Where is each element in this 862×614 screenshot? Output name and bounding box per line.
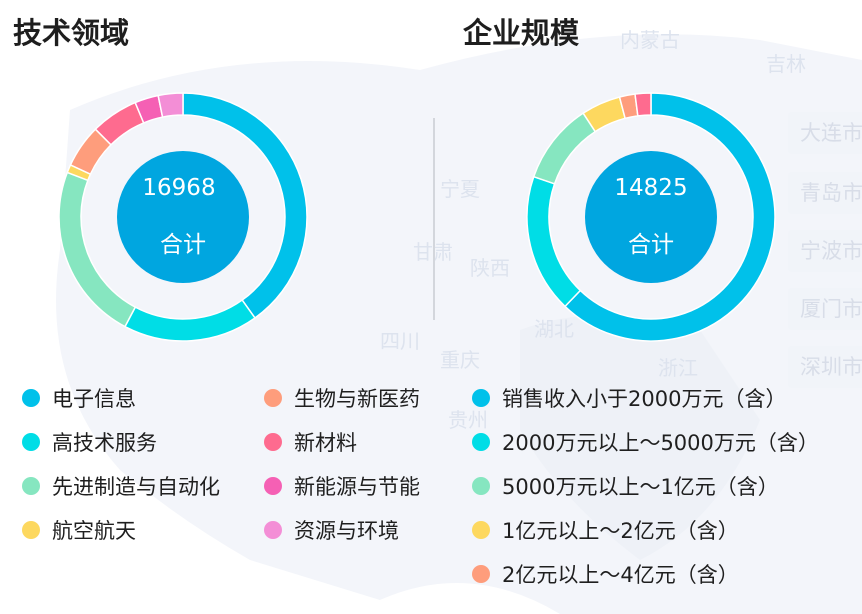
chart-divider <box>433 118 435 320</box>
legend-dot <box>264 477 282 495</box>
legend-item[interactable]: 2亿元以上～4亿元（含） <box>472 552 819 596</box>
donut-center <box>585 151 717 283</box>
legend-item[interactable]: 资源与环境 <box>264 508 420 552</box>
legend-dot <box>472 433 490 451</box>
map-label: 浙江 <box>658 356 698 380</box>
legend-item[interactable]: 5000万元以上～1亿元（含） <box>472 464 819 508</box>
donut-total: 16968 <box>142 175 215 201</box>
legend-label: 高技术服务 <box>52 431 157 455</box>
scale-donut-chart: 14825 合计 <box>526 92 776 342</box>
legend-item[interactable]: 航空航天 <box>22 508 220 552</box>
map-label: 宁夏 <box>440 177 480 201</box>
donut-total-label: 合计 <box>628 232 674 258</box>
legend-item[interactable]: 高技术服务 <box>22 420 220 464</box>
legend-label: 2亿元以上～4亿元（含） <box>502 563 739 587</box>
donut-slice-5000万元以上～1亿元（含）[interactable] <box>532 112 597 185</box>
legend-item[interactable]: 1亿元以上～2亿元（含） <box>472 508 819 552</box>
donut-slice-4亿元以上[interactable] <box>634 92 652 117</box>
legend-item[interactable]: 新能源与节能 <box>264 464 420 508</box>
map-label: 贵州 <box>448 408 488 432</box>
legend-dot <box>22 521 40 539</box>
legend-item[interactable]: 销售收入小于2000万元（含） <box>472 376 819 420</box>
donut-slice-高技术服务[interactable] <box>123 299 256 342</box>
donut-slice-2000万元以上～5000万元（含）[interactable] <box>526 175 582 308</box>
legend-item[interactable]: 电子信息 <box>22 376 220 420</box>
legend-item[interactable]: 2000万元以上～5000万元（含） <box>472 420 819 464</box>
legend-label: 1亿元以上～2亿元（含） <box>502 519 739 543</box>
legend-label: 生物与新医药 <box>294 387 420 411</box>
legend-item[interactable]: 新材料 <box>264 420 420 464</box>
legend-label: 资源与环境 <box>294 519 399 543</box>
legend-dot <box>472 477 490 495</box>
legend-label: 5000万元以上～1亿元（含） <box>502 475 779 499</box>
chart-title-tech: 技术领域 <box>13 16 130 50</box>
legend-dot <box>472 521 490 539</box>
donut-slice-资源与环境[interactable] <box>157 92 184 118</box>
legend-dot <box>264 521 282 539</box>
legend-label: 销售收入小于2000万元（含） <box>502 387 787 411</box>
legend-label: 先进制造与自动化 <box>52 475 220 499</box>
map-label: 湖北 <box>534 317 574 341</box>
city-tab[interactable]: 大连市 <box>788 112 862 154</box>
donut-slice-销售收入小于2000万元（含）[interactable] <box>563 92 776 342</box>
legend-label: 新材料 <box>294 431 357 455</box>
city-tab[interactable]: 深圳市 <box>788 346 862 388</box>
donut-slices <box>526 92 776 342</box>
tech-donut-chart: 16968 合计 <box>58 92 308 342</box>
legend-dot <box>264 389 282 407</box>
chart-title-scale: 企业规模 <box>463 16 580 50</box>
donut-total: 14825 <box>614 175 687 201</box>
tech-legend-col-1: 电子信息 高技术服务 先进制造与自动化 航空航天 <box>22 376 220 552</box>
legend-dot <box>472 389 490 407</box>
legend-dot <box>472 565 490 583</box>
scale-legend: 销售收入小于2000万元（含） 2000万元以上～5000万元（含） 5000万… <box>472 376 819 596</box>
map-land-shape-2 <box>520 315 760 560</box>
legend-dot <box>22 433 40 451</box>
map-label: 吉林 <box>766 52 806 76</box>
city-tab[interactable]: 青岛市 <box>788 172 862 214</box>
tech-legend-col-2: 生物与新医药 新材料 新能源与节能 资源与环境 <box>264 376 420 552</box>
legend-label: 航空航天 <box>52 519 136 543</box>
legend-label: 电子信息 <box>52 387 136 411</box>
legend-item[interactable]: 先进制造与自动化 <box>22 464 220 508</box>
legend-label: 新能源与节能 <box>294 475 420 499</box>
legend-item[interactable]: 生物与新医药 <box>264 376 420 420</box>
map-label: 重庆 <box>440 348 480 372</box>
city-tab[interactable]: 宁波市 <box>788 230 862 272</box>
map-label: 陕西 <box>470 256 510 280</box>
legend-dot <box>264 433 282 451</box>
map-label: 内蒙古 <box>620 28 680 52</box>
legend-dot <box>22 389 40 407</box>
donut-slices <box>58 92 308 342</box>
donut-total-label: 合计 <box>160 232 206 258</box>
legend-label: 2000万元以上～5000万元（含） <box>502 431 819 455</box>
city-tab[interactable]: 厦门市 <box>788 288 862 330</box>
map-label: 四川 <box>380 329 420 353</box>
legend-dot <box>22 477 40 495</box>
donut-center <box>117 151 249 283</box>
